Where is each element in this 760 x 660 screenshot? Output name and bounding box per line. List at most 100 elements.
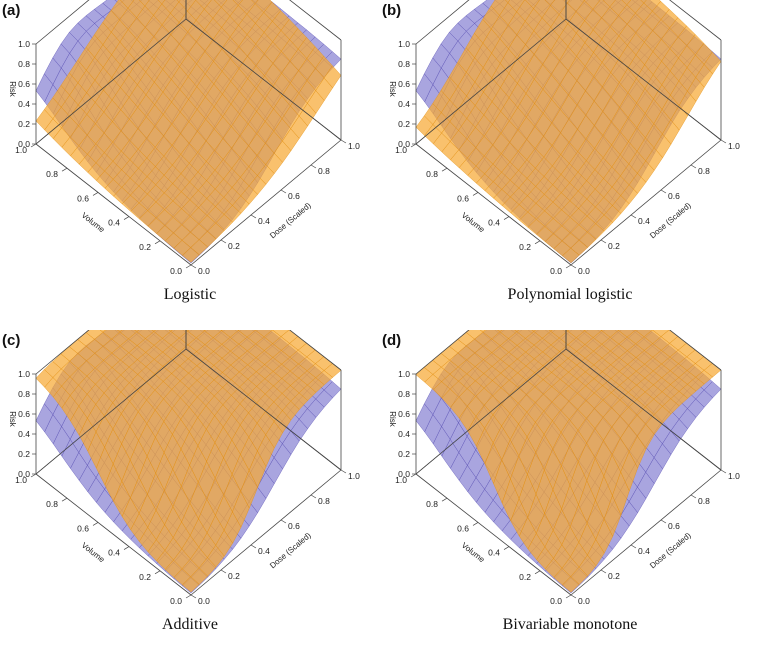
- dose-tick-mark: [220, 569, 227, 574]
- volume-axis-line: [415, 143, 572, 266]
- dose-tick-label: 0.4: [638, 546, 650, 556]
- surface-facet: [640, 0, 647, 4]
- dose-tick-label: 0.8: [318, 496, 330, 506]
- volume-tick-mark: [61, 167, 68, 172]
- volume-tick-mark: [154, 240, 161, 245]
- risk-tick-label: 0.4: [18, 99, 30, 109]
- volume-tick-label: 0.6: [77, 193, 89, 203]
- risk-tick-label: 0.0: [398, 469, 410, 479]
- dose-tick-mark: [220, 239, 227, 244]
- risk-tick-label: 0.8: [18, 389, 30, 399]
- surface-facet: [157, 0, 166, 5]
- surface-plot-d: 0.00.20.40.60.81.00.00.20.40.60.81.00.00…: [388, 330, 740, 606]
- dose-tick-label: 0.8: [318, 166, 330, 176]
- dose-tick-mark: [600, 239, 607, 244]
- volume-tick-mark: [123, 546, 130, 550]
- surface-facet: [168, 330, 173, 332]
- dose-tick-mark: [690, 494, 697, 499]
- box-edge: [185, 18, 342, 141]
- panel-d: 0.0 0.2 0.4 0.6 0.8 1.0 0.0 0.2 0.4 0.6 0.8 1.0 0.0 0…: [380, 330, 760, 660]
- volume-tick-mark: [30, 473, 37, 478]
- volume-tick-label: 0.4: [108, 548, 120, 558]
- surface-facet: [562, 247, 580, 264]
- volume-tick-mark: [441, 167, 448, 172]
- dose-tick-label: 0.0: [578, 266, 590, 276]
- volume-tick-mark: [410, 143, 417, 148]
- box-edge: [415, 18, 567, 145]
- surface-facet: [99, 330, 106, 333]
- volume-tick-label: 1.0: [15, 145, 27, 155]
- box-edge: [415, 348, 567, 475]
- risk-tick-label: 0.6: [398, 79, 410, 89]
- dose-tick-label: 0.0: [198, 266, 210, 276]
- surface-facet: [182, 576, 200, 593]
- surface-facet: [182, 247, 200, 263]
- dose-axis-label: Dose (Scaled): [648, 531, 693, 571]
- dose-tick-label: 0.4: [258, 216, 270, 226]
- volume-tick-label: 1.0: [395, 145, 407, 155]
- volume-tick-mark: [92, 192, 99, 196]
- surface-facet: [621, 0, 632, 6]
- dose-tick-label: 0.4: [638, 216, 650, 226]
- dose-tick-label: 1.0: [728, 471, 740, 481]
- volume-tick-label: 0.4: [108, 218, 120, 228]
- dose-tick-mark: [570, 264, 577, 269]
- volume-tick-mark: [92, 522, 99, 526]
- surface-facet: [251, 0, 259, 5]
- volume-tick-mark: [472, 192, 479, 196]
- volume-tick-label: 0.0: [170, 266, 182, 276]
- panel-caption: Additive: [162, 616, 218, 633]
- risk-axis-label: Risk: [8, 81, 17, 98]
- dose-tick-mark: [600, 569, 607, 574]
- dose-tick-label: 0.0: [578, 596, 590, 606]
- box-edge: [35, 0, 90, 45]
- volume-tick-label: 0.4: [488, 548, 500, 558]
- panel-label: (d): [382, 332, 402, 349]
- volume-tick-mark: [534, 570, 541, 575]
- surface-facet: [497, 330, 503, 333]
- volume-tick-label: 0.8: [46, 499, 58, 509]
- box-edge: [415, 0, 470, 45]
- volume-tick-mark: [185, 594, 192, 599]
- volume-tick-label: 0.0: [170, 596, 182, 606]
- dose-axis-line: [190, 139, 342, 266]
- dose-tick-label: 0.0: [198, 596, 210, 606]
- volume-tick-label: 0.6: [457, 193, 469, 203]
- dose-tick-mark: [310, 164, 317, 169]
- risk-tick-label: 0.4: [18, 429, 30, 439]
- volume-tick-mark: [410, 473, 417, 478]
- box-edge: [669, 0, 722, 41]
- box-edge: [35, 348, 187, 475]
- surface-facet: [562, 576, 580, 593]
- surface-facet: [479, 330, 486, 333]
- volume-tick-mark: [441, 497, 448, 502]
- dose-tick-label: 0.6: [668, 191, 680, 201]
- volume-tick-label: 0.0: [550, 266, 562, 276]
- dose-axis-line: [570, 139, 722, 266]
- dose-tick-label: 0.2: [608, 571, 620, 581]
- surface-facet: [505, 0, 511, 4]
- panel-label: (a): [2, 2, 21, 19]
- dose-axis-label: Dose (Scaled): [268, 201, 313, 241]
- dose-tick-label: 1.0: [348, 471, 360, 481]
- axis-box: [415, 0, 722, 266]
- fitted-surface: [35, 330, 342, 593]
- volume-tick-label: 0.2: [519, 572, 531, 582]
- dose-axis-label: Dose (Scaled): [268, 531, 313, 571]
- box-edge: [415, 330, 470, 375]
- axis-box: [415, 330, 722, 596]
- dose-tick-mark: [310, 494, 317, 499]
- dose-tick-mark: [340, 139, 347, 144]
- surface-facet: [514, 330, 520, 332]
- dose-tick-mark: [720, 139, 727, 144]
- panel-a: 0.0 0.2 0.4 0.6 0.8 1.0 0.0 0.2 0.4 0.6 0.8 1.0 0.0 0…: [0, 0, 380, 330]
- risk-axis-label: Risk: [8, 411, 17, 428]
- risk-tick-label: 0.2: [18, 449, 30, 459]
- volume-tick-mark: [565, 594, 572, 599]
- axis-box: [35, 0, 342, 266]
- dose-tick-label: 0.6: [288, 521, 300, 531]
- volume-axis-line: [415, 473, 572, 596]
- risk-axis-label: Risk: [388, 411, 397, 428]
- risk-tick-label: 1.0: [18, 369, 30, 379]
- volume-tick-mark: [185, 264, 192, 269]
